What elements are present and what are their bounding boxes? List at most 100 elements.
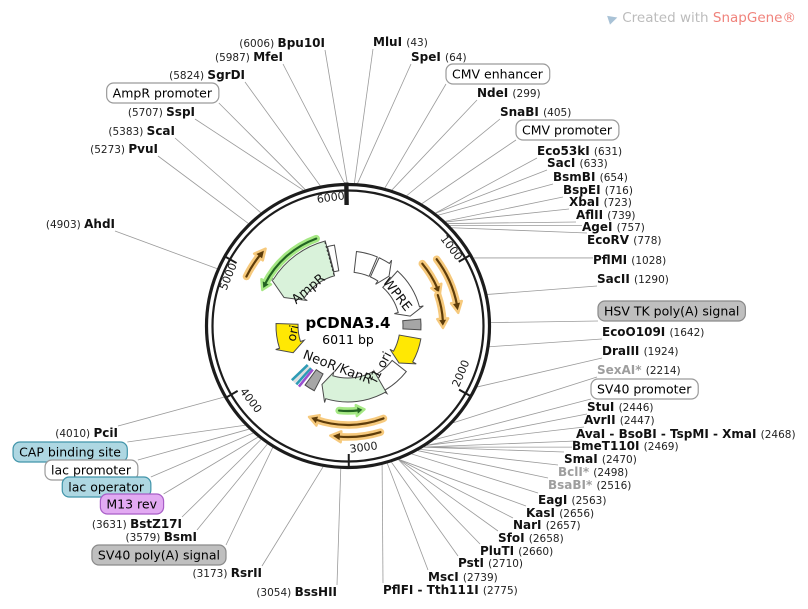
f1-ori-arrow[interactable] [389, 334, 422, 365]
svg-text:SmaI (2470): SmaI (2470) [564, 452, 637, 466]
orf-right-3[interactable] [434, 291, 450, 330]
site-label-spei[interactable]: SpeI (64) [411, 50, 467, 64]
cmv-enhancer-label[interactable]: CMV enhancer [445, 63, 551, 85]
site-label-bsabi-[interactable]: BsaBI* (2516) [548, 478, 631, 492]
site-label-pflfi-tth111i[interactable]: PflFI - Tth111I (2775) [383, 583, 518, 597]
wpre-arc[interactable] [382, 270, 424, 317]
site-label-ecorv[interactable]: EcoRV (778) [587, 233, 662, 247]
ampr-promoter-label[interactable]: AmpR promoter [106, 82, 220, 104]
site-label-msci[interactable]: MscI (2739) [428, 570, 498, 584]
ampr-signal-box[interactable] [326, 244, 340, 273]
tick-1000 [458, 253, 472, 263]
orf-upper-left[interactable] [242, 247, 267, 281]
leader-RsrII [261, 466, 324, 567]
site-label-agei[interactable]: AgeI (757) [582, 220, 645, 234]
cap-binding-site-label[interactable]: CAP binding site [12, 441, 128, 463]
site-label-bpu10i[interactable]: (6006) Bpu10I [239, 36, 325, 50]
site-label-scai[interactable]: (5383) ScaI [108, 124, 175, 138]
leader-AvaI - BsoBI - TspMI - XmaI [424, 440, 577, 448]
lac-operator-mark[interactable] [295, 367, 312, 386]
orf-bottom-1[interactable] [307, 413, 388, 429]
orf-bottom-2[interactable] [329, 428, 385, 444]
leader-BsmBI [438, 183, 554, 216]
site-label-nari[interactable]: NarI (2657) [513, 518, 581, 532]
leader-NarI [398, 459, 514, 519]
cmv-promoter-arc[interactable] [369, 257, 393, 285]
lac-promoter-label[interactable]: lac promoter [44, 459, 139, 481]
sv40-polya-label[interactable]: SV40 poly(A) signal [91, 544, 227, 566]
plasmid-size: 6011 bp [322, 332, 374, 347]
site-label-draiii[interactable]: DraIII (1924) [602, 344, 678, 358]
hsv-tk-polya-label[interactable]: HSV TK poly(A) signal [597, 300, 746, 322]
watermark-text: Created with SnapGene® [622, 10, 796, 26]
site-label-mfei[interactable]: (5987) MfeI [215, 50, 283, 64]
m13-rev-mark[interactable] [297, 368, 314, 388]
sv40-polya-box[interactable] [304, 368, 324, 392]
site-label-bmet110i[interactable]: BmeT110I (2469) [572, 439, 679, 453]
site-label-sfoi[interactable]: SfoI (2658) [498, 531, 564, 545]
sv40-promoter-label[interactable]: SV40 promoter [590, 378, 699, 400]
site-label-rsrii[interactable]: (3173) RsrII [193, 566, 263, 580]
svg-text:SnaBI (405): SnaBI (405) [500, 105, 571, 119]
site-label-ecoo109i[interactable]: EcoO109I (1642) [602, 325, 704, 339]
site-label-pluti[interactable]: PluTI (2660) [480, 544, 553, 558]
site-label-saci[interactable]: SacI (633) [547, 156, 608, 170]
site-label-avai-bsobi-tspmi-xmai[interactable]: AvaI - BsoBI - TspMI - XmaI (2468) [576, 427, 796, 441]
site-label-ndei[interactable]: NdeI (299) [477, 86, 541, 100]
site-label-psti[interactable]: PstI (2710) [458, 556, 523, 570]
svg-text:MscI (2739): MscI (2739) [428, 570, 498, 584]
site-label-bspei[interactable]: BspEI (716) [563, 183, 633, 197]
site-label-eco53ki[interactable]: Eco53kI (631) [537, 144, 622, 158]
orf-bottom-green[interactable] [335, 403, 366, 418]
hsv-tk-polya-box[interactable] [402, 318, 422, 331]
tick-5000 [223, 255, 238, 264]
snapgene-logo-icon: ▶ [606, 9, 620, 27]
orf-ampr[interactable] [260, 234, 320, 292]
svg-text:(5987) MfeI: (5987) MfeI [215, 50, 283, 64]
site-label-smai[interactable]: SmaI (2470) [564, 452, 637, 466]
site-label-ahdi[interactable]: (4903) AhdI [46, 217, 115, 231]
leader-SspI [194, 118, 304, 191]
site-label-xbai[interactable]: XbaI (723) [569, 195, 632, 209]
site-label-sacii[interactable]: SacII (1290) [597, 272, 669, 286]
svg-text:AvrII (2447): AvrII (2447) [584, 413, 655, 427]
site-label-sgrdi[interactable]: (5824) SgrDI [169, 68, 245, 82]
leader-StuI [426, 413, 588, 446]
site-label-mlui[interactable]: MluI (43) [373, 35, 428, 49]
site-label-bcli-[interactable]: BclI* (2498) [558, 465, 628, 479]
neor-kanr-arc[interactable] [321, 370, 387, 403]
site-label-eagi[interactable]: EagI (2563) [538, 493, 606, 507]
site-label-pflmi[interactable]: PflMI (1028) [593, 253, 666, 267]
svg-text:(5273) PvuI: (5273) PvuI [90, 142, 158, 156]
lac-promoter-mark[interactable] [293, 365, 311, 384]
site-label-pcii[interactable]: (4010) PciI [55, 426, 118, 440]
site-label-sspi[interactable]: (5707) SspI [128, 105, 195, 119]
site-label-avrii[interactable]: AvrII (2447) [584, 413, 655, 427]
cmv-enhancer-arc[interactable] [353, 250, 378, 277]
leader-ScaI [174, 137, 261, 214]
site-label-stui[interactable]: StuI (2446) [587, 400, 654, 414]
m13-rev-label[interactable]: M13 rev [99, 493, 165, 515]
site-label-bsshii[interactable]: (3054) BssHII [256, 585, 337, 599]
leader-PflFI - Tth111I [381, 464, 384, 584]
site-label-bsmi[interactable]: (3579) BsmI [125, 530, 197, 544]
site-label-sexai-[interactable]: SexAI* (2214) [597, 363, 681, 377]
svg-text:MluI (43): MluI (43) [373, 35, 428, 49]
cap-binding-site-mark[interactable] [290, 363, 309, 382]
svg-text:BsaBI* (2516): BsaBI* (2516) [548, 478, 631, 492]
site-label-aflii[interactable]: AflII (739) [576, 208, 636, 222]
cmv-promoter-label[interactable]: CMV promoter [515, 119, 620, 141]
site-label-snabi[interactable]: SnaBI (405) [500, 105, 571, 119]
leader-lac-operator-label [150, 432, 254, 478]
leader-lines [114, 48, 603, 586]
leader-BsmI [196, 443, 268, 531]
svg-text:lac operator: lac operator [68, 480, 145, 495]
site-label-bsmbi[interactable]: BsmBI (654) [553, 170, 628, 184]
ori-arrow[interactable] [275, 322, 306, 354]
orf-right-2[interactable] [432, 255, 463, 315]
site-label-bstz17i[interactable]: (3631) BstZ17I [92, 517, 182, 531]
ampr-arc[interactable] [269, 240, 336, 302]
site-label-pvui[interactable]: (5273) PvuI [90, 142, 158, 156]
site-label-kasi[interactable]: KasI (2656) [526, 506, 594, 520]
lac-operator-label[interactable]: lac operator [61, 476, 152, 498]
